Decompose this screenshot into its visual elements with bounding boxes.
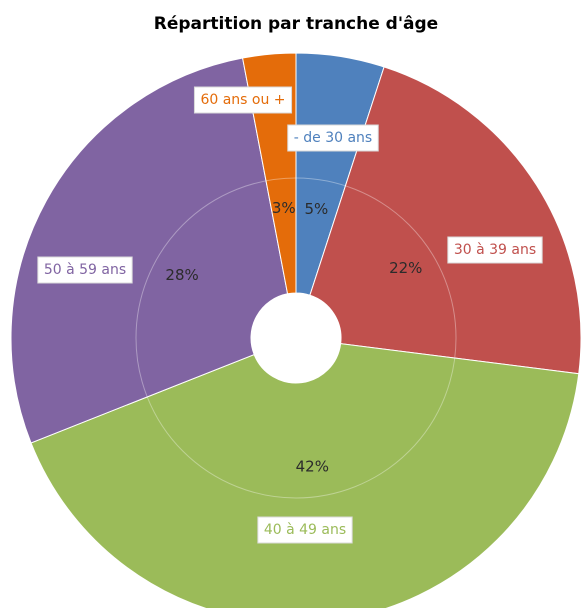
category-label: 50 à 59 ans [37,256,133,284]
label-box [257,516,353,544]
donut-slice [30,343,580,608]
category-text: 40 à 49 ans [264,522,346,538]
category-label: - de 30 ans [287,124,379,152]
category-label: 40 à 49 ans [257,516,353,544]
percent-label: 3% [272,199,296,217]
percent-label: 22% [389,259,422,277]
category-text: - de 30 ans [294,130,372,146]
percent-label: 28% [165,266,198,284]
category-text: 60 ans ou + [200,92,285,108]
percent-label: 42% [296,457,329,475]
category-text: 50 à 59 ans [44,262,126,278]
label-box [287,124,379,152]
chart-title: Répartition par tranche d'âge [154,14,438,34]
category-label: 30 à 39 ans [447,236,543,264]
inner-ring [135,177,457,499]
donut-slice [10,57,289,444]
category-text: 30 à 39 ans [454,242,536,258]
label-box [193,86,293,114]
label-box [37,256,133,284]
label-box [447,236,543,264]
percent-label: 5% [304,200,328,218]
category-label: 60 ans ou + [193,86,293,114]
